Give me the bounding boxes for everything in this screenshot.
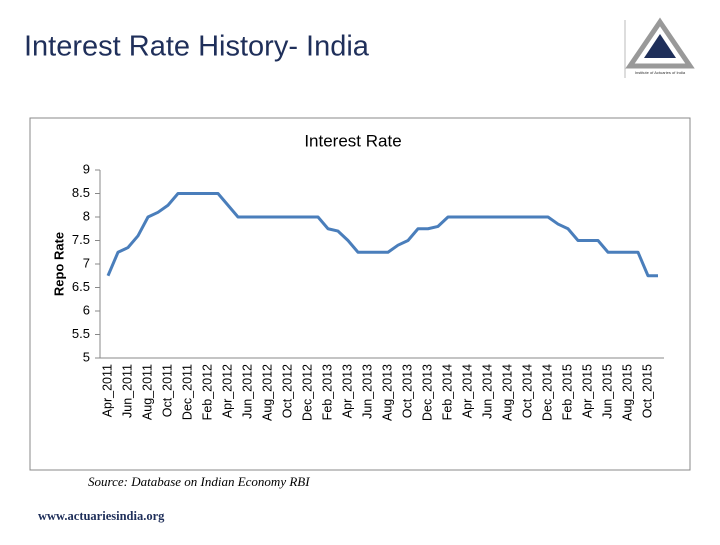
logo-inner (644, 34, 676, 58)
x-tick-label: Jun_2011 (120, 364, 134, 418)
x-tick-label: Aug_2011 (140, 364, 154, 420)
y-tick-label: 5 (83, 349, 90, 364)
x-tick-label: Apr_2015 (580, 364, 594, 418)
x-tick-label: Feb_2014 (440, 364, 454, 420)
chart-title: Interest Rate (304, 131, 401, 150)
y-tick-label: 7 (83, 255, 90, 270)
x-tick-label: Aug_2015 (620, 364, 634, 421)
y-axis-label: Repo Rate (51, 232, 66, 296)
x-tick-label: Jun_2014 (480, 364, 494, 419)
x-tick-label: Aug_2012 (260, 364, 274, 421)
y-tick-label: 8.5 (72, 185, 90, 200)
x-tick-label: Oct_2012 (280, 364, 294, 418)
y-tick-label: 6 (83, 302, 90, 317)
x-tick-label: Apr_2013 (340, 364, 354, 418)
chart-frame (29, 117, 691, 471)
y-tick-label: 7.5 (72, 232, 90, 247)
x-tick-label: Oct_2014 (520, 364, 534, 418)
x-tick-label: Jun_2015 (600, 364, 614, 419)
slide-title: Interest Rate History- India (24, 31, 370, 63)
x-tick-label: Apr_2011 (100, 364, 114, 417)
x-tick-label: Dec_2011 (180, 364, 194, 420)
y-tick-label: 6.5 (72, 279, 90, 294)
x-tick-label: Apr_2014 (460, 364, 474, 418)
x-tick-label: Feb_2013 (320, 364, 334, 420)
x-tick-label: Oct_2013 (400, 364, 414, 418)
x-tick-label: Apr_2012 (220, 364, 234, 418)
x-tick-label: Dec_2014 (540, 364, 554, 421)
y-tick-label: 5.5 (72, 326, 90, 341)
website: www.actuariesindia.org (38, 509, 165, 523)
source-note: Source: Database on Indian Economy RBI (88, 474, 310, 489)
x-tick-label: Dec_2013 (420, 364, 434, 421)
data-line (106, 192, 658, 278)
x-tick-label: Oct_2015 (640, 364, 654, 418)
x-tick-label: Jun_2012 (240, 364, 254, 419)
x-tick-label: Dec_2012 (300, 364, 314, 421)
y-tick-label: 9 (83, 161, 90, 176)
x-tick-label: Jun_2013 (360, 364, 374, 419)
logo-triangle (625, 17, 695, 69)
logo: Institute of Actuaries of India (625, 17, 695, 75)
logo-text: Institute of Actuaries of India (635, 70, 686, 75)
x-tick-label: Feb_2015 (560, 364, 574, 420)
x-tick-label: Aug_2014 (500, 364, 514, 421)
x-tick-label: Feb_2012 (200, 364, 214, 420)
y-tick-label: 8 (83, 208, 90, 223)
x-tick-label: Oct_2011 (160, 364, 174, 417)
x-tick-label: Aug_2013 (380, 364, 394, 421)
